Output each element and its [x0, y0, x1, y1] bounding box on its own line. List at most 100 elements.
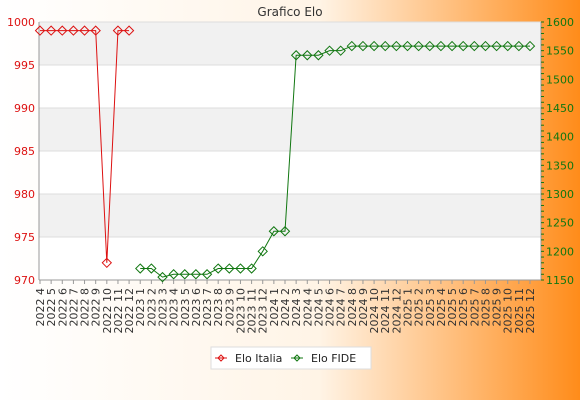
data-point	[179, 269, 190, 280]
data-point	[201, 269, 213, 280]
left-tick-label: 995	[14, 59, 35, 72]
data-point	[480, 40, 491, 52]
right-tick-label: 1150	[546, 274, 574, 287]
data-point	[435, 40, 447, 52]
data-point	[346, 40, 358, 52]
x-tick-label: 2025 2	[413, 288, 426, 327]
data-point	[424, 40, 435, 52]
x-tick-label: 2025 3	[424, 288, 437, 327]
x-tick-label: 2023 12	[257, 288, 270, 334]
chart-title: Grafico Elo	[257, 5, 322, 19]
x-tick-label: 2022 7	[67, 288, 80, 327]
x-tick-label: 2025 8	[479, 288, 492, 327]
data-point	[391, 40, 402, 52]
data-point	[268, 226, 280, 237]
data-point	[146, 263, 157, 274]
right-tick-label: 1550	[546, 45, 574, 58]
data-point	[446, 40, 458, 52]
legend-marker	[293, 354, 301, 362]
x-tick-label: 2025 12	[524, 288, 537, 334]
legend-label: Elo FIDE	[311, 352, 356, 365]
x-tick-label: 2022 8	[79, 288, 92, 327]
data-point	[324, 45, 335, 56]
x-tick-label: 2023 9	[223, 288, 236, 327]
x-tick-label: 2024 8	[346, 288, 359, 327]
x-tick-label: 2024 7	[335, 288, 348, 327]
x-tick-label: 2024 6	[324, 288, 337, 327]
data-point	[79, 25, 90, 36]
right-tick-label: 1600	[546, 16, 574, 29]
x-tick-label: 2025 7	[468, 288, 481, 327]
left-tick-label: 1000	[7, 16, 35, 29]
x-tick-label: 2023 2	[145, 288, 158, 327]
x-tick-label: 2023 8	[212, 288, 225, 327]
x-tick-label: 2025 11	[513, 288, 526, 334]
data-point	[413, 40, 424, 52]
data-point	[235, 263, 246, 274]
data-point	[302, 50, 313, 61]
data-point	[112, 25, 124, 36]
x-tick-label: 2023 11	[246, 288, 259, 334]
x-tick-label: 2023 7	[201, 288, 214, 327]
data-point	[157, 271, 168, 283]
series-line	[40, 30, 130, 263]
data-point	[279, 226, 291, 237]
x-tick-label: 2022 10	[101, 288, 114, 334]
x-tick-label: 2022 4	[34, 288, 47, 327]
data-point	[212, 263, 224, 274]
x-tick-label: 2022 9	[90, 288, 103, 327]
x-tick-label: 2024 10	[368, 288, 381, 334]
grid-band	[39, 22, 541, 65]
right-tick-label: 1200	[546, 245, 574, 258]
data-point	[524, 40, 536, 52]
x-tick-label: 2023 5	[179, 288, 192, 327]
data-point	[190, 269, 202, 280]
series-line	[140, 45, 530, 278]
x-tick-label: 2023 1	[134, 288, 147, 327]
right-tick-label: 1300	[546, 188, 574, 201]
x-tick-label: 2024 3	[290, 288, 303, 327]
x-tick-label: 2023 4	[168, 288, 181, 327]
x-tick-label: 2023 6	[190, 288, 203, 327]
x-tick-label: 2025 5	[446, 288, 459, 327]
data-point	[168, 269, 179, 280]
left-tick-label: 990	[14, 102, 35, 115]
data-point	[491, 40, 502, 52]
right-tick-label: 1450	[546, 102, 574, 115]
right-tick-label: 1500	[546, 73, 574, 86]
x-tick-label: 2025 9	[491, 288, 504, 327]
x-tick-label: 2022 11	[112, 288, 125, 334]
data-point	[469, 40, 480, 52]
data-point	[90, 25, 101, 36]
right-tick-label: 1350	[546, 159, 574, 172]
x-tick-label: 2025 4	[435, 288, 448, 327]
data-point	[224, 263, 235, 274]
data-point	[57, 25, 68, 36]
data-point	[368, 40, 380, 52]
x-tick-label: 2024 1	[268, 288, 281, 327]
x-tick-label: 2024 5	[312, 288, 325, 327]
x-tick-label: 2024 12	[390, 288, 403, 334]
x-tick-label: 2025 10	[502, 288, 515, 334]
x-tick-label: 2022 6	[56, 288, 69, 327]
data-point	[357, 40, 369, 52]
x-tick-label: 2024 9	[357, 288, 370, 327]
x-tick-label: 2022 12	[123, 288, 136, 334]
data-point	[380, 40, 391, 52]
data-point	[502, 40, 513, 52]
data-point	[135, 263, 146, 274]
x-tick-label: 2025 6	[457, 288, 470, 327]
x-tick-label: 2024 2	[279, 288, 292, 327]
x-tick-label: 2023 3	[157, 288, 170, 327]
data-point	[257, 246, 268, 257]
data-point	[290, 50, 302, 61]
data-point	[313, 50, 324, 61]
left-tick-label: 980	[14, 188, 35, 201]
x-tick-label: 2024 4	[301, 288, 314, 327]
data-point	[402, 40, 413, 52]
data-point	[457, 40, 469, 52]
data-point	[45, 25, 57, 36]
legend-marker	[217, 354, 225, 362]
